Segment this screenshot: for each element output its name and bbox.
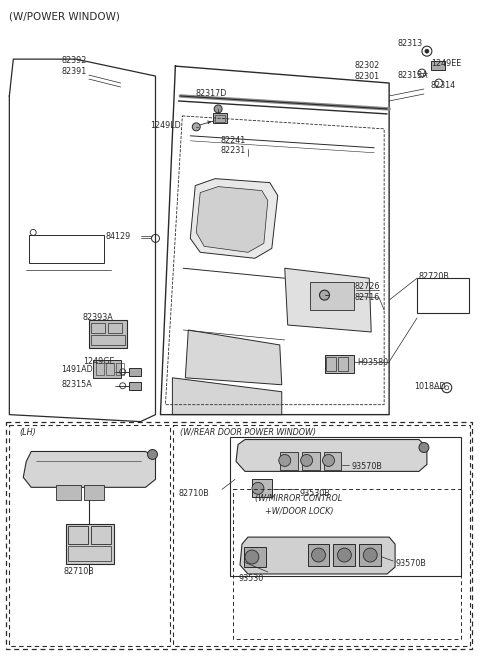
Text: 82314: 82314: [431, 81, 456, 90]
Bar: [66, 524, 114, 564]
Text: 93570B: 93570B: [351, 462, 382, 472]
Circle shape: [323, 455, 335, 466]
Bar: [326, 357, 336, 371]
Polygon shape: [236, 440, 427, 472]
Circle shape: [337, 548, 351, 562]
Text: (W/MIRROR CONTROL: (W/MIRROR CONTROL: [255, 494, 342, 503]
Polygon shape: [285, 268, 371, 332]
Bar: [56, 485, 81, 501]
Bar: [244, 547, 266, 567]
Bar: [308, 544, 329, 566]
Bar: [6, 422, 472, 649]
Text: 1249LD: 1249LD: [151, 121, 181, 130]
Circle shape: [363, 548, 377, 562]
Text: 82241
82231: 82241 82231: [220, 136, 245, 155]
Bar: [324, 355, 354, 373]
Bar: [129, 382, 141, 390]
Text: 82313: 82313: [397, 39, 422, 49]
Circle shape: [279, 455, 291, 466]
Circle shape: [214, 105, 222, 113]
Bar: [310, 282, 354, 310]
Bar: [431, 61, 445, 70]
Text: 82317D: 82317D: [195, 89, 227, 98]
Bar: [116, 363, 124, 375]
Text: 82302
82301: 82302 82301: [354, 61, 380, 81]
Circle shape: [419, 443, 429, 453]
Text: 82393A: 82393A: [83, 313, 114, 322]
Bar: [280, 453, 298, 470]
Bar: [301, 453, 320, 470]
Circle shape: [312, 548, 325, 562]
Bar: [29, 236, 104, 263]
Bar: [91, 323, 105, 333]
Text: +W/DOOR LOCK): +W/DOOR LOCK): [265, 507, 333, 516]
Bar: [91, 335, 125, 345]
Polygon shape: [196, 186, 268, 253]
Circle shape: [192, 123, 200, 131]
Text: 1249GE: 1249GE: [83, 357, 114, 366]
Polygon shape: [240, 537, 395, 574]
Bar: [173, 424, 469, 646]
Bar: [106, 363, 114, 375]
Text: 93530B: 93530B: [300, 489, 330, 499]
Text: 82710B: 82710B: [63, 567, 94, 576]
Text: 82392
82391: 82392 82391: [61, 56, 86, 75]
Text: 93570B: 93570B: [395, 559, 426, 568]
Bar: [233, 489, 461, 639]
Polygon shape: [172, 378, 282, 415]
Polygon shape: [23, 451, 156, 487]
Bar: [108, 323, 122, 333]
Bar: [93, 360, 120, 378]
Bar: [84, 485, 104, 501]
Bar: [324, 453, 341, 470]
Text: 82313A: 82313A: [397, 71, 428, 80]
Bar: [334, 544, 355, 566]
Text: 93530: 93530: [238, 574, 263, 583]
Text: 1491AD: 1491AD: [61, 365, 93, 374]
Text: 1249EE: 1249EE: [431, 59, 461, 68]
Bar: [338, 357, 348, 371]
Circle shape: [320, 290, 329, 300]
Text: H93580: H93580: [357, 358, 388, 367]
Bar: [68, 526, 88, 544]
Bar: [360, 544, 381, 566]
Bar: [89, 320, 127, 348]
Text: 84129: 84129: [106, 232, 131, 241]
Text: (LH): (LH): [19, 428, 36, 437]
Polygon shape: [190, 178, 278, 258]
Circle shape: [245, 550, 259, 564]
Circle shape: [425, 49, 429, 53]
Circle shape: [252, 482, 264, 494]
Bar: [417, 278, 468, 313]
Text: (W/REAR DOOR POWER WINDOW): (W/REAR DOOR POWER WINDOW): [180, 428, 316, 437]
Text: 82315A: 82315A: [61, 380, 92, 389]
Text: 1018AD: 1018AD: [414, 382, 445, 391]
Polygon shape: [185, 330, 282, 385]
Bar: [215, 115, 225, 122]
Text: 82726
82716: 82726 82716: [354, 282, 380, 302]
Text: (W/POWER WINDOW): (W/POWER WINDOW): [9, 11, 120, 22]
Bar: [68, 546, 111, 561]
Circle shape: [300, 455, 312, 466]
Bar: [9, 424, 170, 646]
Bar: [91, 526, 111, 544]
Circle shape: [147, 449, 157, 459]
Bar: [213, 113, 227, 123]
Text: 82720B: 82720B: [419, 272, 450, 281]
Bar: [129, 368, 141, 376]
Bar: [230, 436, 461, 576]
Text: 82710B: 82710B: [179, 489, 209, 499]
Bar: [252, 480, 272, 497]
Bar: [96, 363, 104, 375]
